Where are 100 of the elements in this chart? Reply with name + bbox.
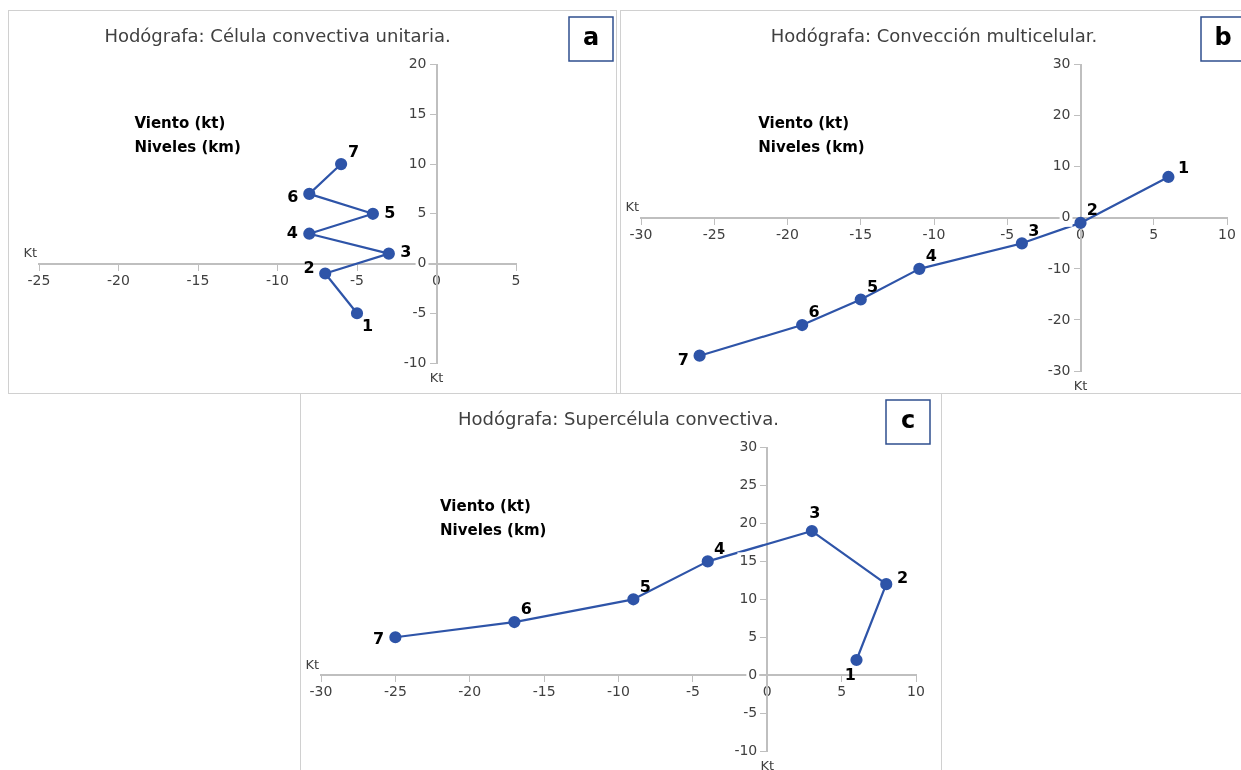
point xyxy=(1015,237,1028,250)
y-tick-label: 20 xyxy=(739,514,758,531)
y-tick-label: 20 xyxy=(1052,106,1071,123)
point xyxy=(880,578,893,591)
y-tick-label: -5 xyxy=(743,703,758,720)
x-tick-label: -5 xyxy=(350,271,364,288)
x-tick-label: -10 xyxy=(607,683,630,700)
x-tick-label: -15 xyxy=(186,271,210,288)
x-tick-label: -25 xyxy=(702,225,726,242)
chart-title: Hodógrafa: Supercélula convectiva. xyxy=(458,408,779,430)
y-tick-label: -10 xyxy=(403,353,427,370)
annotation: 5 xyxy=(384,202,396,222)
annotation: Viento (kt) xyxy=(440,497,531,516)
x-tick-label: -30 xyxy=(309,683,333,700)
annotation: 7 xyxy=(347,141,360,161)
x-tick-label: -25 xyxy=(27,271,51,288)
x-tick-label: -10 xyxy=(266,271,289,288)
point xyxy=(508,615,521,629)
y-tick-label: 15 xyxy=(408,104,427,121)
point xyxy=(693,349,706,362)
x-tick-label: 5 xyxy=(511,271,521,288)
annotation: 3 xyxy=(400,242,412,262)
x-tick-label: -30 xyxy=(629,225,653,242)
x-axis-title: Kt xyxy=(625,199,639,215)
y-tick-label: 10 xyxy=(1052,157,1071,174)
point xyxy=(382,247,395,260)
text: a xyxy=(582,23,600,52)
point xyxy=(1074,216,1087,230)
annotation: 6 xyxy=(808,302,820,322)
y-tick-label: -5 xyxy=(412,303,427,320)
y-tick-label: 30 xyxy=(1052,55,1071,72)
y-tick-label: -20 xyxy=(1047,310,1071,327)
annotation: Niveles (km) xyxy=(440,521,547,540)
text: Kt xyxy=(1073,378,1088,394)
y-tick-label: -10 xyxy=(1047,259,1071,276)
x-tick-label: 5 xyxy=(837,683,847,700)
annotation: 6 xyxy=(520,599,532,619)
x-tick-label: -5 xyxy=(1000,225,1015,242)
annotation: Viento (kt) xyxy=(758,114,850,133)
annotation: 1 xyxy=(1177,158,1190,178)
y-tick-label: 5 xyxy=(748,627,758,644)
y-tick-label: 0 xyxy=(417,254,427,271)
y-tick-label: 0 xyxy=(1061,208,1071,225)
point xyxy=(701,555,714,568)
text: Kt xyxy=(760,758,775,770)
point xyxy=(913,262,926,275)
y-tick-label: 0 xyxy=(748,665,758,682)
point xyxy=(627,593,640,606)
point xyxy=(335,157,348,171)
y-tick-label: 10 xyxy=(408,154,427,171)
point xyxy=(389,631,402,644)
chart-title: Hodógrafa: Convección multicelular. xyxy=(770,25,1098,47)
text: c xyxy=(900,406,916,435)
y-tick-label: 10 xyxy=(739,589,758,606)
point xyxy=(796,318,809,332)
y-tick-label: 15 xyxy=(739,552,758,569)
point xyxy=(303,227,316,240)
annotation: 4 xyxy=(714,538,726,558)
annotation: 5 xyxy=(639,576,651,596)
annotation: 1 xyxy=(362,315,374,335)
x-tick-label: -20 xyxy=(107,271,130,288)
annotation: 2 xyxy=(896,568,909,588)
point xyxy=(805,524,818,538)
annotation: Niveles (km) xyxy=(134,138,241,157)
point xyxy=(1162,170,1175,184)
annotation: 4 xyxy=(925,246,937,266)
x-tick-label: -15 xyxy=(532,683,556,700)
annotation: Viento (kt) xyxy=(134,114,226,133)
point xyxy=(366,207,379,220)
x-tick-label: -5 xyxy=(685,683,700,700)
y-tick-label: 25 xyxy=(739,476,758,493)
x-tick-label: -20 xyxy=(458,683,482,700)
point xyxy=(854,293,867,306)
y-tick-label: 30 xyxy=(739,438,758,455)
text: b xyxy=(1214,23,1232,52)
annotation: 2 xyxy=(303,257,315,277)
x-tick-label: 10 xyxy=(1218,225,1236,242)
y-tick-label: 5 xyxy=(417,204,427,221)
x-axis-title: Kt xyxy=(23,244,37,260)
annotation: Niveles (km) xyxy=(758,138,865,157)
point xyxy=(850,653,863,667)
x-tick-label: -25 xyxy=(383,683,407,700)
point xyxy=(303,187,316,201)
y-tick-label: -30 xyxy=(1047,361,1071,378)
x-tick-label: 10 xyxy=(907,683,925,700)
x-axis-title: Kt xyxy=(305,656,319,672)
annotation: 1 xyxy=(844,664,856,684)
x-tick-label: -10 xyxy=(922,225,946,242)
y-tick-label: -10 xyxy=(734,741,758,758)
annotation: 3 xyxy=(1028,220,1040,240)
y-tick-label: 20 xyxy=(408,55,427,72)
annotation: 3 xyxy=(809,503,821,523)
annotation: 7 xyxy=(372,628,385,648)
point xyxy=(319,267,332,280)
annotation: 7 xyxy=(677,349,689,369)
chart-title: Hodógrafa: Célula convectiva unitaria. xyxy=(104,25,451,47)
annotation: 4 xyxy=(286,223,298,243)
point xyxy=(350,307,364,320)
x-tick-label: -20 xyxy=(776,225,799,242)
x-tick-label: -15 xyxy=(849,225,873,242)
